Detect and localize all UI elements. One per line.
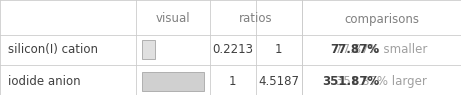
Text: visual: visual — [155, 13, 190, 25]
Text: silicon(I) cation: silicon(I) cation — [8, 43, 98, 56]
Text: 77.87%: 77.87% — [330, 43, 379, 56]
Text: 0.2213: 0.2213 — [213, 43, 253, 56]
Text: 351.87% larger: 351.87% larger — [336, 75, 427, 88]
Bar — [142, 40, 155, 59]
Text: 1: 1 — [229, 75, 236, 88]
Text: 77.87% smaller: 77.87% smaller — [335, 43, 428, 56]
Text: 1: 1 — [275, 43, 283, 56]
Bar — [142, 72, 204, 91]
Text: iodide anion: iodide anion — [8, 75, 81, 88]
Text: 351.87%: 351.87% — [322, 75, 379, 88]
Text: comparisons: comparisons — [344, 13, 419, 25]
Text: 4.5187: 4.5187 — [259, 75, 299, 88]
Text: ratios: ratios — [239, 13, 272, 25]
